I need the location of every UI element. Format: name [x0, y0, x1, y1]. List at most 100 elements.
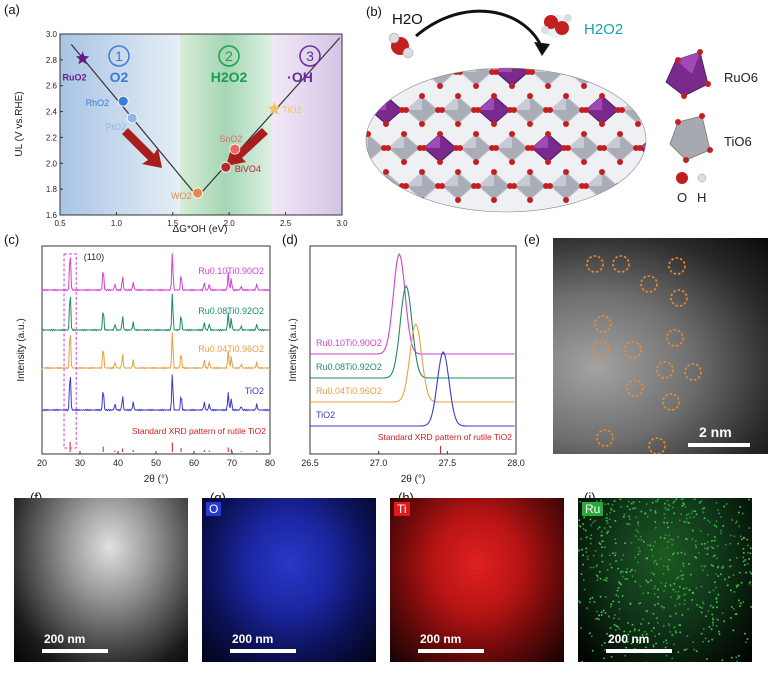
oxygen-atom [473, 159, 479, 165]
oxygen-atom [637, 69, 643, 75]
zone-oh-band [272, 34, 342, 215]
shift-arrow-left [122, 128, 162, 168]
oxygen-atom [583, 107, 589, 113]
oxygen-atom [545, 55, 551, 61]
haadf-stem-image: 200 nm [14, 498, 188, 662]
oxygen-atom [455, 197, 461, 203]
ru-atom-marker [662, 393, 680, 411]
xrd-trace [310, 351, 515, 427]
x-tick-label: 30 [75, 458, 85, 468]
ru-atom-marker [594, 315, 612, 333]
panel-label-b: (b) [366, 4, 382, 19]
xrd-trace [41, 293, 271, 332]
legend-tio6: TiO6 [724, 134, 752, 149]
oxygen-atom [475, 107, 481, 113]
oxygen-atom [653, 55, 659, 61]
ruo6-octahedron [603, 68, 637, 87]
oxygen-atom [455, 169, 461, 175]
point-bivo4 [220, 161, 232, 173]
oxygen-atom [635, 93, 641, 99]
oxygen-atom [545, 159, 551, 165]
series-label: Ru0.04Ti0.96O2 [198, 344, 264, 354]
x-axis-label: 2θ (°) [401, 474, 426, 485]
zone-number-3-ring [299, 45, 321, 67]
x-tick-label: 60 [189, 458, 199, 468]
scale-bar [688, 443, 750, 447]
series-label: Ru0.08Ti0.92O2 [316, 362, 382, 372]
ru-atom-marker [640, 275, 658, 293]
oxygen-atom [687, 107, 693, 113]
point-label: WO2 [171, 191, 192, 201]
hrtem-image: 2 nm [553, 238, 768, 454]
rutile-lattice [366, 55, 693, 212]
oxygen-atom [491, 121, 497, 127]
oxygen-atom [403, 107, 409, 113]
ru-atom-marker [596, 429, 614, 447]
oxygen-atom [599, 197, 605, 203]
oxygen-atom [493, 69, 499, 75]
oxygen-atom [457, 145, 463, 151]
oxygen-atom [385, 145, 391, 151]
oxygen-atom [437, 83, 443, 89]
oxygen-atom [511, 183, 517, 189]
oxygen-atom [599, 169, 605, 175]
oxygen-atom [455, 93, 461, 99]
oxygen-atom [383, 197, 389, 203]
xrd-full-chart: 20 30 40 50 60 70 80 Ru0.10Ti0.90O2 Ru0.08Ti0.92… [16, 245, 275, 485]
scale-bar [418, 649, 484, 653]
h2o2-oxygen-atom [555, 21, 569, 35]
oxygen-atom [437, 55, 443, 61]
plot-frame [309, 245, 517, 455]
point-label: RuO2 [63, 73, 87, 83]
x-tick-label: 27.0 [370, 458, 388, 468]
eds-map-titanium: Ti 200 nm [390, 498, 564, 662]
x-axis-label: ΔG*OH (eV) [172, 224, 227, 235]
oxygen-atom [563, 121, 569, 127]
y-tick-label: 2.8 [46, 56, 58, 65]
x-tick-label: 2.0 [224, 219, 236, 228]
panel-label-e: (e) [524, 232, 540, 247]
x-tick-label: 50 [151, 458, 161, 468]
zone-o2-band [60, 34, 180, 215]
point-wo2 [192, 187, 204, 199]
oxygen-atom [367, 107, 373, 113]
element-tag-ti: Ti [394, 502, 410, 516]
ruo6-octahedron [387, 68, 421, 87]
oxygen-atom [581, 131, 587, 137]
oxygen-atom [527, 169, 533, 175]
y-tick-label: 2.2 [46, 133, 58, 142]
water-hydrogen-atom [388, 32, 400, 44]
scale-bar-label: 200 nm [44, 632, 86, 646]
series-label: Ru0.04Ti0.96O2 [316, 386, 382, 396]
oxygen-atom [491, 93, 497, 99]
oxygen-atom [615, 183, 621, 189]
x-tick-label: 1.0 [111, 219, 123, 228]
scale-bar-label: 2 nm [699, 424, 732, 440]
oxygen-atom [633, 69, 639, 75]
oxygen-atom [509, 55, 515, 61]
x-axis-label: 2θ (°) [144, 474, 169, 485]
oxygen-atom [653, 131, 659, 137]
y-tick-label: 1.8 [46, 185, 58, 194]
xrd-trace [41, 332, 271, 370]
oxygen-atom [527, 93, 533, 99]
point-label: SnO2 [219, 134, 242, 144]
tio6-octahedron-icon [669, 115, 711, 161]
oxygen-atom [565, 69, 571, 75]
oxygen-atom [473, 83, 479, 89]
x-tick-label: 26.5 [301, 458, 319, 468]
legend-o: O [677, 190, 687, 205]
oxygen-atom [617, 159, 623, 165]
oxygen-atom [547, 183, 553, 189]
x-tick-label: 40 [113, 458, 123, 468]
oxygen-atom [597, 69, 603, 75]
series-label: Ru0.10Ti0.90O2 [198, 266, 264, 276]
zone-number-2-ring [218, 45, 240, 67]
oxygen-atom [601, 145, 607, 151]
oxygen-atom [491, 197, 497, 203]
oxygen-atom [547, 107, 553, 113]
oxygen-atom [599, 93, 605, 99]
oxygen-atom [565, 145, 571, 151]
oxygen-atom [455, 121, 461, 127]
ru-atom-marker [668, 257, 686, 275]
